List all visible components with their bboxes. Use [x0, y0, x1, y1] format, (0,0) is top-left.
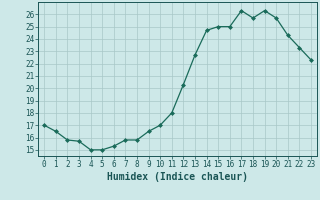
X-axis label: Humidex (Indice chaleur): Humidex (Indice chaleur): [107, 172, 248, 182]
